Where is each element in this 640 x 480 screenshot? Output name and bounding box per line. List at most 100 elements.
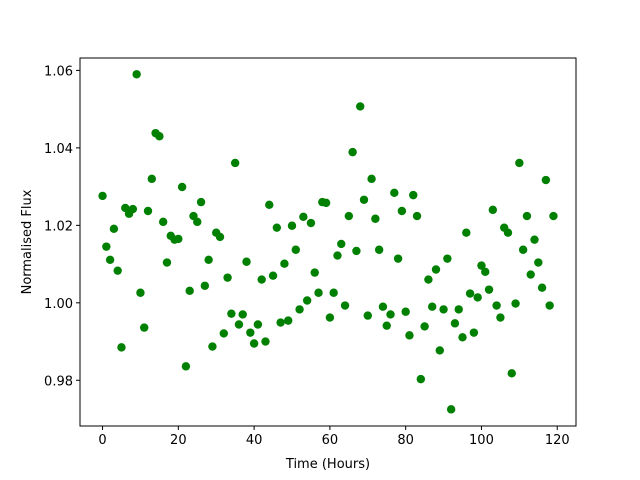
point xyxy=(132,70,141,79)
point xyxy=(261,337,270,346)
point xyxy=(420,322,429,331)
point xyxy=(223,273,232,282)
point xyxy=(234,320,244,329)
point xyxy=(458,333,467,342)
point xyxy=(481,267,490,277)
point xyxy=(238,310,247,319)
point xyxy=(136,288,145,297)
point xyxy=(359,195,369,204)
point xyxy=(465,289,475,298)
plot-frame xyxy=(79,57,577,427)
x-tick-label: 0 xyxy=(98,433,106,448)
point xyxy=(265,200,274,210)
y-axis-label: Normalised Flux xyxy=(20,189,35,294)
point xyxy=(431,265,441,274)
point xyxy=(272,223,282,232)
point xyxy=(113,266,122,275)
point xyxy=(374,245,384,254)
point xyxy=(409,190,418,200)
point xyxy=(356,102,365,111)
point xyxy=(310,268,319,277)
y-tick-label: 0.98 xyxy=(44,374,73,389)
point xyxy=(443,254,452,263)
point xyxy=(227,309,236,318)
point xyxy=(268,271,278,280)
point xyxy=(143,206,153,216)
point xyxy=(435,346,444,355)
point xyxy=(348,147,357,157)
point xyxy=(321,198,331,208)
point xyxy=(246,328,255,337)
point xyxy=(378,302,388,311)
point xyxy=(185,286,194,296)
point xyxy=(473,293,482,302)
point xyxy=(276,318,285,327)
point xyxy=(147,174,157,184)
point xyxy=(329,288,338,297)
point xyxy=(511,299,520,308)
point xyxy=(503,228,513,237)
point xyxy=(454,305,463,314)
point xyxy=(469,328,479,337)
point xyxy=(98,191,107,201)
point xyxy=(284,316,293,325)
point xyxy=(401,307,410,316)
y-tick-label: 1.04 xyxy=(44,142,73,157)
point xyxy=(200,281,210,290)
point xyxy=(128,204,138,214)
point xyxy=(155,132,164,141)
point xyxy=(196,197,206,207)
point xyxy=(526,270,535,279)
point xyxy=(549,211,558,221)
point xyxy=(344,211,354,221)
point xyxy=(462,228,471,237)
point xyxy=(496,313,505,322)
point xyxy=(515,158,524,168)
point xyxy=(287,221,297,230)
x-tick-label: 80 xyxy=(397,433,414,448)
point xyxy=(492,301,501,310)
point xyxy=(439,305,448,314)
point xyxy=(117,343,126,352)
point xyxy=(219,329,228,338)
point xyxy=(537,283,547,292)
point xyxy=(450,319,460,328)
x-tick-label: 100 xyxy=(469,433,494,448)
point xyxy=(393,254,403,263)
point xyxy=(484,285,494,294)
point xyxy=(325,313,335,322)
point xyxy=(102,242,111,251)
point xyxy=(518,245,528,254)
y-tick-label: 1.02 xyxy=(44,219,73,234)
point xyxy=(352,246,361,256)
point xyxy=(534,258,543,267)
point xyxy=(299,212,308,222)
point xyxy=(302,296,312,305)
point xyxy=(208,342,217,351)
point xyxy=(162,258,172,267)
point xyxy=(193,217,202,227)
point xyxy=(477,261,486,270)
point xyxy=(242,257,251,266)
point xyxy=(386,310,395,319)
point xyxy=(140,323,149,332)
point xyxy=(109,224,119,234)
point xyxy=(530,235,539,244)
x-tick-label: 40 xyxy=(246,433,263,448)
point xyxy=(177,182,187,192)
point xyxy=(280,259,289,268)
x-tick-label: 20 xyxy=(170,433,187,448)
point xyxy=(337,239,346,249)
point xyxy=(405,331,414,340)
point xyxy=(257,275,266,284)
point xyxy=(522,211,532,221)
point xyxy=(428,302,437,311)
point xyxy=(446,405,456,414)
y-tick-label: 1.00 xyxy=(44,297,73,312)
point xyxy=(545,301,554,310)
point xyxy=(291,245,300,254)
point xyxy=(541,175,551,185)
point xyxy=(488,205,498,215)
point xyxy=(174,234,183,244)
